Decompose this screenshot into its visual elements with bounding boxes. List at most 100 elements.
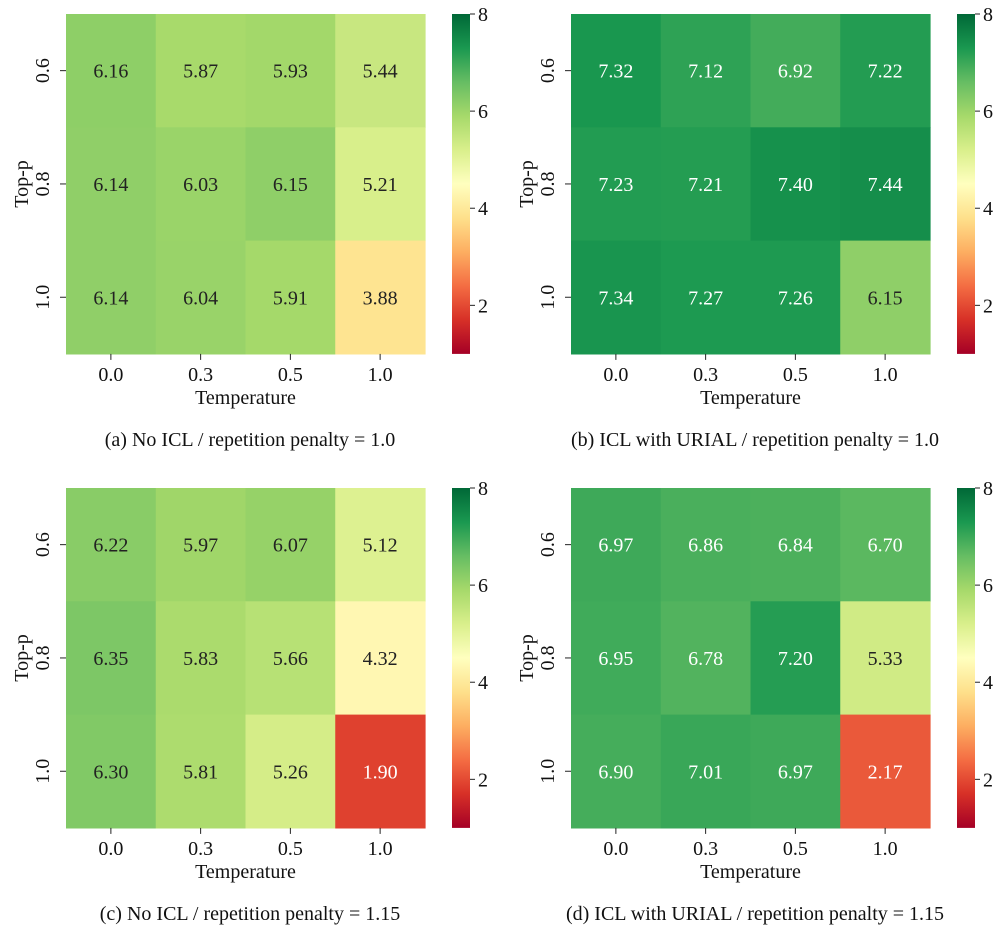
heatmap-cell — [335, 127, 426, 242]
colorbar-tick-label: 8 — [983, 4, 993, 26]
cell-value-label: 6.30 — [93, 761, 128, 783]
cell-value-label: 2.17 — [868, 761, 903, 783]
colorbar-tick-label: 4 — [983, 198, 993, 220]
heatmap-cell — [750, 714, 841, 829]
heatmap-cell — [155, 714, 247, 829]
cell-value-label: 6.92 — [778, 61, 813, 83]
cell-value-label: 6.15 — [273, 174, 308, 196]
cell-value-label: 5.21 — [363, 174, 398, 196]
x-tick-label: 0.3 — [693, 364, 718, 386]
heatmap-cell — [155, 488, 247, 602]
heatmap-cell — [571, 488, 662, 602]
y-tick-label: 0.8 — [32, 645, 54, 670]
heatmap-cell — [750, 601, 841, 716]
heatmap-cell — [335, 14, 426, 128]
colorbar-tick-label: 2 — [983, 295, 993, 317]
panel-caption: (c) No ICL / repetition penalty = 1.15 — [100, 903, 400, 925]
y-tick-label: 1.0 — [32, 285, 54, 310]
cell-value-label: 6.04 — [183, 287, 218, 309]
heatmap-cell — [750, 127, 841, 242]
heatmap-cell — [245, 14, 336, 128]
x-tick-label: 0.5 — [783, 838, 808, 860]
heatmap-cell — [571, 127, 662, 242]
heatmap-cell — [840, 488, 931, 602]
cell-value-label: 4.32 — [363, 648, 398, 670]
y-tick-label: 0.8 — [537, 171, 559, 196]
cell-value-label: 5.12 — [363, 535, 398, 557]
y-axis-title: Top-p — [11, 160, 33, 207]
colorbar — [452, 488, 470, 828]
cell-value-label: 6.90 — [598, 761, 633, 783]
panel-caption: (d) ICL with URIAL / repetition penalty … — [566, 903, 944, 925]
heatmap-cell — [750, 488, 841, 602]
y-tick-label: 0.6 — [537, 532, 559, 557]
heatmap-panel-d: 6.97 6.86 6.84 6.70 6.95 6.78 7.20 5.33 6.90 7.01… — [516, 478, 993, 925]
cell-value-label: 7.01 — [688, 761, 723, 783]
heatmap-cell — [750, 240, 841, 355]
heatmap-cell — [840, 714, 931, 829]
colorbar-tick-label: 6 — [478, 101, 488, 123]
heatmap-cell — [840, 601, 931, 716]
heatmap-cell — [66, 14, 157, 128]
colorbar-tick-label: 6 — [983, 575, 993, 597]
heatmap-cell — [660, 127, 752, 242]
heatmap-cell — [245, 714, 336, 829]
cell-value-label: 5.97 — [183, 535, 218, 557]
x-tick-label: 0.5 — [783, 364, 808, 386]
heatmap-cell — [335, 714, 426, 829]
y-tick-label: 1.0 — [537, 759, 559, 784]
heatmap-cell — [155, 14, 247, 128]
cell-value-label: 6.14 — [93, 174, 128, 196]
panel-caption: (a) No ICL / repetition penalty = 1.0 — [105, 429, 395, 451]
cell-value-label: 1.90 — [363, 761, 398, 783]
x-axis-title: Temperature — [195, 861, 296, 883]
cell-value-label: 7.27 — [688, 287, 723, 309]
heatmap-cell — [840, 127, 931, 242]
heatmap-cell — [660, 714, 752, 829]
heatmap-cell — [66, 601, 157, 716]
cell-value-label: 6.95 — [598, 648, 633, 670]
cell-value-label: 7.34 — [598, 287, 633, 309]
y-axis-title: Top-p — [516, 160, 538, 207]
cell-value-label: 6.70 — [868, 535, 903, 557]
cell-value-label: 6.16 — [93, 61, 128, 83]
x-tick-label: 1.0 — [873, 838, 898, 860]
x-tick-label: 1.0 — [368, 364, 393, 386]
heatmap-cell — [750, 14, 841, 128]
colorbar — [452, 14, 470, 354]
heatmap-panel-c: 6.22 5.97 6.07 5.12 6.35 5.83 5.66 4.32 6.30 5.81… — [11, 478, 488, 925]
cell-value-label: 7.44 — [868, 174, 903, 196]
colorbar-tick-label: 8 — [478, 4, 488, 26]
cell-value-label: 5.83 — [183, 648, 218, 670]
y-tick-label: 0.8 — [537, 645, 559, 670]
cell-value-label: 5.33 — [868, 648, 903, 670]
cell-value-label: 6.03 — [183, 174, 218, 196]
cell-value-label: 5.93 — [273, 61, 308, 83]
heatmap-cell — [245, 601, 336, 716]
colorbar-tick-label: 4 — [478, 672, 488, 694]
heatmap-panel-a: 6.16 5.87 5.93 5.44 6.14 6.03 6.15 5.21 6.14 6.04… — [11, 4, 488, 451]
panel-caption: (b) ICL with URIAL / repetition penalty … — [571, 429, 939, 451]
heatmap-cell — [155, 240, 247, 355]
cell-value-label: 6.15 — [868, 287, 903, 309]
cell-value-label: 5.66 — [273, 648, 308, 670]
cell-value-label: 7.23 — [598, 174, 633, 196]
heatmap-cell — [660, 14, 752, 128]
x-tick-label: 0.3 — [188, 364, 213, 386]
y-tick-label: 1.0 — [32, 759, 54, 784]
cell-value-label: 6.97 — [598, 535, 633, 557]
heatmap-cell — [66, 127, 157, 242]
x-axis-title: Temperature — [700, 387, 801, 409]
x-tick-label: 0.3 — [693, 838, 718, 860]
cell-value-label: 5.44 — [363, 61, 398, 83]
heatmap-cell — [660, 601, 752, 716]
x-axis-title: Temperature — [195, 387, 296, 409]
heatmap-cell — [155, 601, 247, 716]
heatmap-cell — [245, 240, 336, 355]
cell-value-label: 6.14 — [93, 287, 128, 309]
x-tick-label: 0.0 — [98, 838, 123, 860]
cell-value-label: 7.32 — [598, 61, 633, 83]
x-tick-label: 1.0 — [368, 838, 393, 860]
x-tick-label: 0.0 — [603, 364, 628, 386]
cell-value-label: 5.91 — [273, 287, 308, 309]
